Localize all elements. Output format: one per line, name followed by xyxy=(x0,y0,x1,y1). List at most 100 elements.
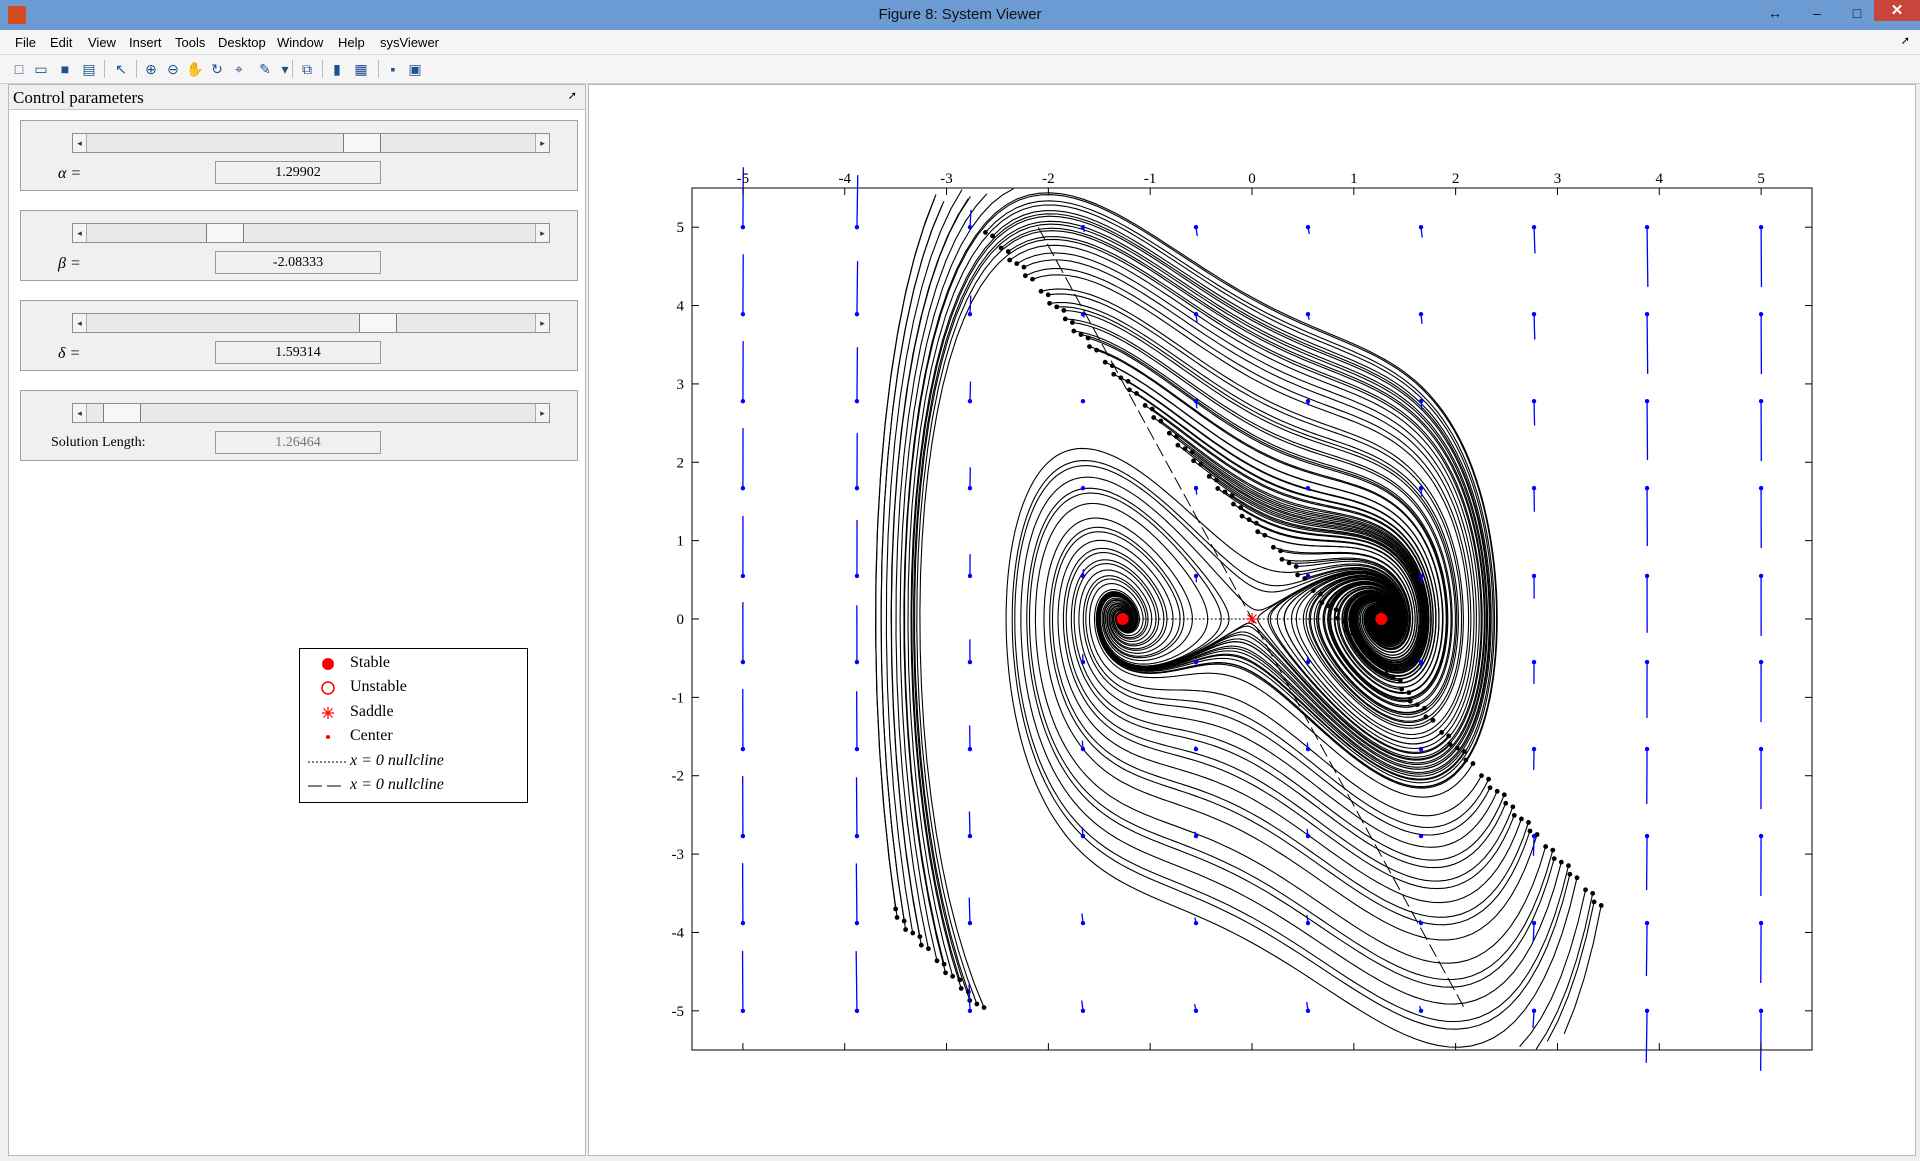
close-button[interactable]: ✕ xyxy=(1874,0,1920,21)
trajectory-start xyxy=(1111,371,1117,377)
menu-help[interactable]: Help xyxy=(338,35,365,50)
equilibria xyxy=(1037,226,1467,1012)
colorbar-icon[interactable]: ▮ xyxy=(333,61,341,77)
legend-icon[interactable]: ▦ xyxy=(354,61,368,77)
trajectory-start xyxy=(1286,560,1292,566)
x-tick-label: 5 xyxy=(1757,171,1765,187)
menu-desktop[interactable]: Desktop xyxy=(218,35,266,50)
vector-dot xyxy=(1305,573,1311,579)
slider-right-arrow-icon[interactable]: ▸ xyxy=(535,224,549,242)
pointer-icon[interactable]: ↖ xyxy=(115,61,127,77)
slider-right-arrow-icon[interactable]: ▸ xyxy=(535,134,549,152)
restore-arrows-icon[interactable]: ↔ xyxy=(1768,5,1782,21)
trajectory-start xyxy=(1061,308,1067,313)
menu-insert[interactable]: Insert xyxy=(129,35,162,50)
brush-icon[interactable]: ✎ xyxy=(259,61,271,77)
vector-dot xyxy=(854,920,860,926)
pan-icon[interactable]: ✋ xyxy=(186,61,204,77)
minimize-button[interactable]: – xyxy=(1813,5,1821,21)
vector-dot xyxy=(1193,224,1199,230)
x-tick-label: -3 xyxy=(940,171,953,187)
link-icon[interactable]: ⧉ xyxy=(302,61,312,77)
brush-dropdown-icon[interactable]: ▾ xyxy=(281,61,289,77)
menu-view[interactable]: View xyxy=(88,35,116,50)
trajectory-start xyxy=(1007,257,1013,263)
trajectory-start xyxy=(1087,344,1092,350)
maximize-button[interactable]: □ xyxy=(1852,5,1862,21)
trajectory xyxy=(880,205,943,930)
trajectory-start xyxy=(1526,820,1531,825)
solution-length-slider[interactable]: ◂ ▸ xyxy=(72,403,550,423)
menu-sysviewer[interactable]: sysViewer xyxy=(380,35,440,50)
delta-slider[interactable]: ◂ ▸ xyxy=(72,313,550,333)
trajectory-start xyxy=(1463,757,1469,763)
delta-label: δ = xyxy=(58,345,81,362)
vector-dot xyxy=(1531,746,1537,752)
vector-dot xyxy=(1531,833,1537,839)
y-tick-label: -3 xyxy=(672,847,685,863)
vector-dot xyxy=(854,1008,860,1014)
zoom-out-icon[interactable]: ⊖ xyxy=(167,61,179,77)
menu-window[interactable]: Window xyxy=(277,35,324,50)
trajectory-start xyxy=(1399,686,1405,692)
slider-thumb[interactable] xyxy=(206,224,245,242)
vector-dot xyxy=(1644,485,1650,491)
vector-arrow xyxy=(1533,227,1536,254)
trajectory-start xyxy=(1558,859,1564,865)
show-plot-tools-icon[interactable]: ▣ xyxy=(408,61,422,77)
slider-thumb[interactable] xyxy=(342,134,381,152)
slider-left-arrow-icon[interactable]: ◂ xyxy=(73,134,87,152)
print-icon[interactable]: ▤ xyxy=(82,61,96,77)
zoom-in-icon[interactable]: ⊕ xyxy=(145,61,157,77)
rotate-icon[interactable]: ↻ xyxy=(211,61,223,77)
x-tick-label: -2 xyxy=(1042,171,1055,187)
legend[interactable]: Stable Unstable Saddle Center x = 0 null… xyxy=(299,648,528,803)
vector-dot xyxy=(854,746,860,752)
vector-dot xyxy=(1418,311,1424,317)
vector-dot xyxy=(1193,659,1199,665)
alpha-slider[interactable]: ◂ ▸ xyxy=(72,133,550,153)
beta-slider[interactable]: ◂ ▸ xyxy=(72,223,550,243)
beta-value-field[interactable]: -2.08333 xyxy=(215,251,381,274)
slider-left-arrow-icon[interactable]: ◂ xyxy=(73,404,87,422)
toolbar: □ ▭ ■ ▤ ↖ ⊕ ⊖ ✋ ↻ ⌖ ✎ ▾ ⧉ ▮ ▦ ▪ ▣ xyxy=(0,55,1920,84)
slider-right-arrow-icon[interactable]: ▸ xyxy=(535,404,549,422)
trajectory-start xyxy=(1151,415,1157,420)
trajectory-start xyxy=(1045,292,1051,298)
vector-dot xyxy=(1418,833,1424,839)
menu-tools[interactable]: Tools xyxy=(175,35,206,50)
open-icon[interactable]: ▭ xyxy=(34,61,48,77)
slider-thumb[interactable] xyxy=(102,404,141,422)
slider-left-arrow-icon[interactable]: ◂ xyxy=(73,224,87,242)
vector-dot xyxy=(967,1008,973,1014)
slider-thumb[interactable] xyxy=(359,314,398,332)
dock-icon[interactable]: ➚ xyxy=(1900,35,1910,47)
slider-left-arrow-icon[interactable]: ◂ xyxy=(73,314,87,332)
hide-plot-tools-icon[interactable]: ▪ xyxy=(390,61,396,77)
data-cursor-icon[interactable]: ⌖ xyxy=(235,61,243,77)
alpha-value-field[interactable]: 1.29902 xyxy=(215,161,381,184)
undock-icon[interactable]: ➚ xyxy=(567,90,577,102)
trajectory-start xyxy=(1550,847,1556,853)
trajectory-start xyxy=(1238,505,1243,510)
menu-edit[interactable]: Edit xyxy=(50,35,73,50)
vector-dot xyxy=(1305,659,1311,665)
y-tick-label: 2 xyxy=(677,455,685,471)
vector-arrow xyxy=(968,811,971,837)
save-icon[interactable]: ■ xyxy=(60,61,70,77)
vector-arrow xyxy=(969,381,972,402)
delta-value-field[interactable]: 1.59314 xyxy=(215,341,381,364)
slider-right-arrow-icon[interactable]: ▸ xyxy=(535,314,549,332)
vector-dot xyxy=(740,573,746,579)
y-tick-label: 4 xyxy=(677,299,685,315)
new-icon[interactable]: □ xyxy=(14,61,24,77)
trajectory xyxy=(1563,905,1602,1035)
trajectory-start xyxy=(1054,304,1060,310)
vector-dot xyxy=(1080,398,1086,404)
phase-portrait[interactable]: -5 -4 -3 -2 -1 0 1 2 3 4 5 5 4 3 2 1 0 -1 -2 -3 -4 -5 xyxy=(589,85,1915,1155)
menu-file[interactable]: File xyxy=(15,35,36,50)
vector-dot xyxy=(967,659,973,665)
x-tick-label: -5 xyxy=(737,171,750,187)
trajectory-start xyxy=(1527,828,1533,834)
vector-dot xyxy=(1193,573,1199,579)
